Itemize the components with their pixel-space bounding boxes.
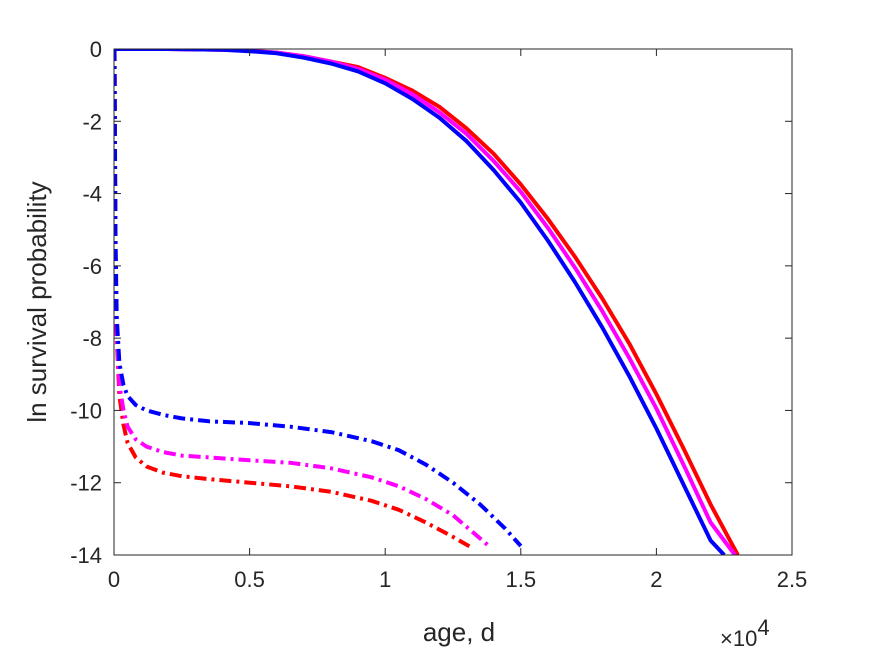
y-tick-label: -12 [70,471,102,496]
x-multiplier: ×10 [720,626,757,651]
y-tick-label: 0 [90,37,102,62]
y-axis-label: ln survival probability [22,181,52,422]
x-exponent: 4 [757,615,769,640]
y-tick-label: -4 [82,182,102,207]
x-tick-label: 2 [650,567,662,592]
x-tick-label: 0.5 [234,567,265,592]
ticks-layer: 0 0.5 1 1.5 2 2.5 0 -2 -4 -6 -8 -10 -12 -14 [70,37,807,592]
y-tick-label: -8 [82,326,102,351]
series-layer [114,49,740,555]
y-tick-label: -14 [70,543,102,568]
plot-frame [113,48,793,556]
series-line-6 [114,49,523,548]
x-tick-label: 1 [379,567,391,592]
x-tick-label: 1.5 [506,567,537,592]
y-tick-label: -10 [70,398,102,423]
series-line-5 [114,49,493,550]
x-axis-exponent: ×104 [720,615,770,651]
y-tick-label: -2 [82,109,102,134]
x-axis-label: age, d [423,617,495,647]
series-line-4 [114,49,473,550]
x-tick-label: 2.5 [777,567,808,592]
x-tick-label: 0 [108,567,120,592]
series-line-3 [114,49,726,555]
y-tick-label: -6 [82,254,102,279]
